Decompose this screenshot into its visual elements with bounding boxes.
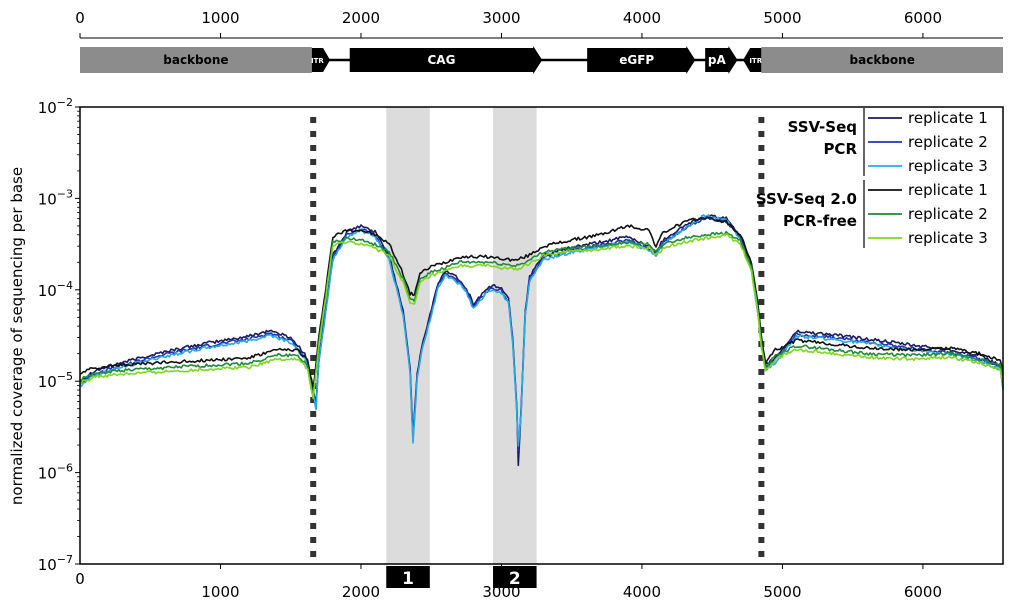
x-tick-label: 6000 — [904, 583, 942, 601]
map-feature-egfp-shape — [587, 46, 696, 74]
y-axis-label: normalized coverage of sequencing per ba… — [8, 167, 26, 505]
legend-group-title: PCR — [823, 140, 857, 158]
itr-boundary-lines — [310, 117, 765, 564]
map-tick-label: 2000 — [342, 9, 380, 27]
map-feature-pa-label: pA — [708, 53, 727, 67]
map-tick-label: 1000 — [201, 9, 239, 27]
region-label-2: 2 — [509, 569, 521, 589]
map-feature-backbone-shape — [80, 47, 312, 73]
series-line-1 — [80, 214, 1004, 467]
legend-group-title: PCR-free — [783, 212, 857, 230]
legend-entry: replicate 1 — [908, 181, 988, 199]
y-tick-label: 10−7 — [38, 553, 73, 574]
map-ticks: 0 1000 2000 3000 4000 5000 6000 — [75, 9, 942, 38]
y-tick-label: 10−3 — [38, 187, 73, 208]
series-line-2 — [79, 217, 1004, 452]
legend-entry: replicate 3 — [908, 157, 988, 175]
region-label-box-1 — [386, 566, 430, 588]
map-feature-cag-label: CAG — [427, 53, 455, 67]
legend-group-title: SSV-Seq 2.0 — [756, 190, 857, 208]
map-feature-backbone-shape — [761, 47, 1003, 73]
map-feature-itr-label: ITR — [311, 57, 324, 65]
series-line-5 — [79, 230, 1004, 396]
map-feature-itr-shape — [743, 48, 762, 72]
legend-entry: replicate 1 — [908, 109, 988, 127]
y-tick-label: 10−4 — [38, 279, 73, 300]
highlight-regions — [386, 107, 537, 564]
plot-frame — [79, 106, 1004, 565]
series-line-3 — [79, 214, 1004, 447]
map-features: backbone ITR CAG eGFP pA ITR backbone — [80, 46, 1003, 74]
legend: replicate 1 replicate 2 replicate 3 SSV-Seq… — [756, 108, 988, 248]
map-feature-itr-shape — [311, 48, 331, 72]
map-feature-pa-shape — [705, 46, 738, 74]
x-tick-label: 0 — [75, 570, 85, 588]
map-tick-label: 4000 — [623, 9, 661, 27]
y-tick-label: 10−6 — [38, 462, 73, 483]
legend-entry: replicate 3 — [908, 229, 988, 247]
region-label-1: 1 — [402, 569, 414, 589]
y-axis-ticks: 10−2 10−3 10−4 10−5 10−6 10−7 — [38, 96, 80, 574]
series-line-4 — [79, 216, 1004, 391]
plasmid-map: 0 1000 2000 3000 4000 5000 6000 backbone ITR CAG… — [75, 9, 1003, 74]
region-label-box-2 — [493, 566, 537, 588]
map-feature-backbone-label: backbone — [163, 53, 228, 67]
map-tick-label: 0 — [75, 9, 85, 27]
region-band-2 — [493, 107, 537, 564]
x-tick-label: 4000 — [623, 583, 661, 601]
coverage-series — [79, 214, 1004, 467]
x-tick-label: 1000 — [201, 583, 239, 601]
map-tick-label: 5000 — [763, 9, 801, 27]
map-feature-itr-label: ITR — [749, 57, 762, 65]
series-line-6 — [79, 233, 1004, 400]
x-tick-label: 2000 — [342, 583, 380, 601]
legend-entry: replicate 2 — [908, 205, 988, 223]
x-tick-label: 5000 — [763, 583, 801, 601]
legend-group-title: SSV-Seq — [788, 118, 857, 136]
map-tick-label: 6000 — [904, 9, 942, 27]
region-band-1 — [386, 107, 430, 564]
legend-entry: replicate 2 — [908, 133, 988, 151]
y-tick-label: 10−2 — [38, 96, 73, 117]
map-feature-cag-shape — [349, 46, 543, 74]
map-tick-label: 3000 — [482, 9, 520, 27]
map-feature-backbone-label: backbone — [850, 53, 915, 67]
map-feature-egfp-label: eGFP — [619, 53, 654, 67]
y-tick-label: 10−5 — [38, 370, 73, 391]
